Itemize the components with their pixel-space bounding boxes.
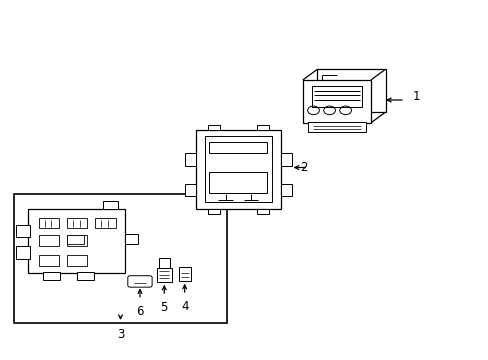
Bar: [307, 122, 366, 132]
Bar: [77, 272, 94, 280]
Bar: [67, 235, 87, 246]
FancyBboxPatch shape: [127, 276, 152, 287]
Bar: [185, 153, 196, 166]
Bar: [157, 267, 171, 282]
Bar: [185, 184, 196, 196]
Bar: [302, 80, 370, 123]
Bar: [125, 234, 137, 244]
Bar: [281, 153, 291, 166]
Bar: [42, 272, 60, 280]
Bar: [103, 202, 118, 208]
Bar: [256, 208, 268, 214]
Bar: [95, 217, 116, 228]
Bar: [204, 136, 272, 202]
Bar: [67, 217, 87, 228]
Bar: [39, 217, 59, 228]
Bar: [67, 235, 84, 244]
Bar: [39, 255, 59, 266]
Bar: [256, 125, 268, 130]
Bar: [16, 246, 30, 258]
Text: 3: 3: [117, 328, 124, 341]
Bar: [317, 69, 385, 112]
Bar: [311, 86, 362, 108]
Text: 4: 4: [181, 300, 188, 314]
Bar: [207, 125, 220, 130]
Bar: [159, 257, 169, 267]
Text: 6: 6: [136, 305, 143, 318]
Bar: [39, 235, 59, 246]
Text: 2: 2: [300, 161, 307, 174]
Bar: [28, 208, 125, 273]
Bar: [14, 194, 227, 323]
Bar: [67, 255, 87, 266]
Bar: [207, 208, 220, 214]
Bar: [209, 142, 267, 153]
Bar: [179, 267, 191, 281]
Bar: [209, 172, 267, 193]
Bar: [281, 184, 291, 196]
Bar: [16, 225, 30, 237]
Bar: [196, 130, 281, 208]
Text: 1: 1: [411, 90, 419, 103]
Text: 5: 5: [160, 301, 167, 314]
